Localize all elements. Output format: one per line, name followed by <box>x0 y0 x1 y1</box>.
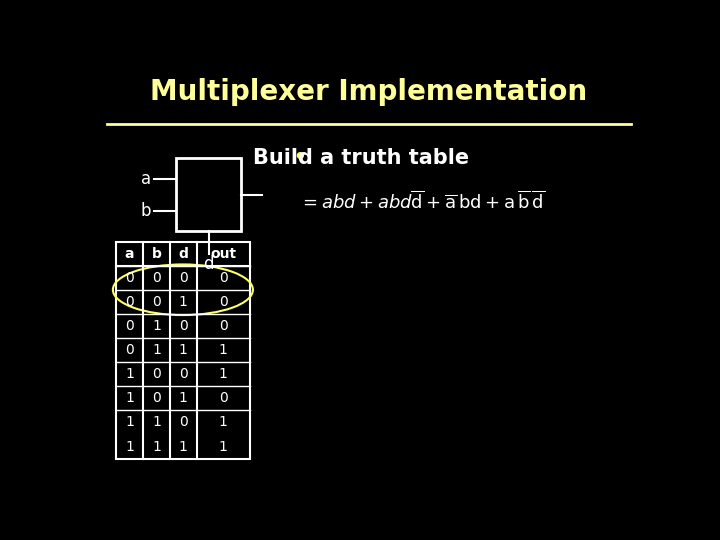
Text: 1: 1 <box>152 343 161 357</box>
Text: a: a <box>140 170 151 188</box>
Text: 0: 0 <box>179 319 188 333</box>
Text: 1: 1 <box>179 343 188 357</box>
Text: 1: 1 <box>219 440 228 454</box>
Text: 1: 1 <box>179 295 188 309</box>
Text: 1: 1 <box>179 392 188 406</box>
Text: 0: 0 <box>152 367 161 381</box>
Text: 1: 1 <box>219 415 228 429</box>
Text: 0: 0 <box>179 415 188 429</box>
Text: Multiplexer Implementation: Multiplexer Implementation <box>150 78 588 106</box>
Text: 1: 1 <box>152 415 161 429</box>
Text: 1: 1 <box>125 367 134 381</box>
Text: 1: 1 <box>179 440 188 454</box>
Text: 0: 0 <box>179 271 188 285</box>
Text: b: b <box>140 202 151 220</box>
Text: 1: 1 <box>125 415 134 429</box>
Text: d: d <box>203 254 214 273</box>
Text: 1: 1 <box>219 343 228 357</box>
Text: Build a truth table: Build a truth table <box>253 148 469 168</box>
Text: 0: 0 <box>219 271 228 285</box>
Text: 0: 0 <box>125 271 134 285</box>
FancyBboxPatch shape <box>176 158 240 231</box>
Text: 0: 0 <box>125 343 134 357</box>
Text: 0: 0 <box>152 295 161 309</box>
Text: 1: 1 <box>125 392 134 406</box>
Text: b: b <box>151 247 161 261</box>
Text: 0: 0 <box>219 319 228 333</box>
Text: 0: 0 <box>179 367 188 381</box>
Text: 1: 1 <box>152 319 161 333</box>
Text: 0: 0 <box>219 295 228 309</box>
Text: $= abd + abd\overline{\rm d} + \overline{\rm a}\,bd + a\,\overline{\rm b}\,\over: $= abd + abd\overline{\rm d} + \overline… <box>300 191 545 213</box>
Text: 0: 0 <box>125 295 134 309</box>
Text: out: out <box>210 247 236 261</box>
Text: d: d <box>179 247 188 261</box>
Text: a: a <box>125 247 135 261</box>
Text: 1: 1 <box>152 440 161 454</box>
Text: 0: 0 <box>219 392 228 406</box>
FancyBboxPatch shape <box>116 241 250 458</box>
Text: 0: 0 <box>125 319 134 333</box>
Text: 0: 0 <box>152 392 161 406</box>
Text: 1: 1 <box>125 440 134 454</box>
Text: 0: 0 <box>152 271 161 285</box>
Text: 1: 1 <box>219 367 228 381</box>
Text: •: • <box>292 146 307 170</box>
